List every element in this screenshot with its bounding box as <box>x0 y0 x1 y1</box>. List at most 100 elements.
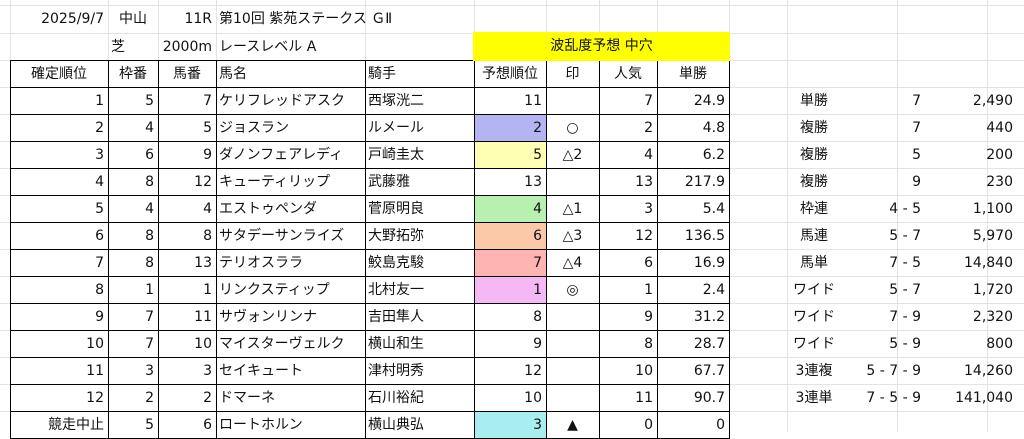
rank-cell[interactable]: 12 <box>86 390 104 406</box>
predicted-rank-cell[interactable]: 7 <box>474 250 546 276</box>
race-venue[interactable]: 中山 <box>119 11 147 27</box>
horse-number-cell[interactable]: 12 <box>194 174 212 190</box>
jockey-cell[interactable]: 武藤雅 <box>368 174 410 190</box>
race-distance[interactable]: 2000m <box>162 39 212 55</box>
popularity-cell[interactable]: 7 <box>644 93 653 109</box>
horse-number-cell[interactable]: 3 <box>203 363 212 379</box>
popularity-cell[interactable]: 3 <box>644 201 653 217</box>
horse-name-cell[interactable]: キューティリップ <box>219 174 331 190</box>
rank-cell[interactable]: 2 <box>95 120 104 136</box>
frame-number-cell[interactable]: 1 <box>145 282 154 298</box>
rank-cell[interactable]: 競走中止 <box>48 417 104 433</box>
win-odds-cell[interactable]: 6.2 <box>702 147 725 163</box>
jockey-cell[interactable]: ルメール <box>368 120 424 136</box>
header-frame-number[interactable]: 枠番 <box>119 66 147 82</box>
predicted-rank-cell[interactable]: 11 <box>524 93 542 109</box>
horse-name-cell[interactable]: セイキュート <box>219 363 303 379</box>
popularity-cell[interactable]: 13 <box>635 174 653 190</box>
header-jockey[interactable]: 騎手 <box>368 66 396 82</box>
payout-combination[interactable]: 5 - 9 <box>889 336 921 352</box>
predicted-rank-cell[interactable]: 10 <box>524 390 542 406</box>
race-surface[interactable]: 芝 <box>111 39 125 55</box>
predicted-rank-cell[interactable]: 5 <box>474 142 546 168</box>
popularity-cell[interactable]: 9 <box>644 309 653 325</box>
frame-number-cell[interactable]: 3 <box>145 363 154 379</box>
jockey-cell[interactable]: 大野拓弥 <box>368 228 424 244</box>
win-odds-cell[interactable]: 16.9 <box>693 255 725 271</box>
rank-cell[interactable]: 1 <box>95 93 104 109</box>
payout-type[interactable]: 馬単 <box>800 255 828 271</box>
payout-amount[interactable]: 2,490 <box>972 93 1013 109</box>
payout-combination[interactable]: 5 - 7 <box>889 282 921 298</box>
mark-cell[interactable] <box>546 304 599 330</box>
horse-name-cell[interactable]: ダノンフェアレディ <box>219 147 344 163</box>
payout-combination[interactable]: 7 - 9 <box>889 309 921 325</box>
jockey-cell[interactable]: 戸崎圭太 <box>368 147 424 163</box>
mark-cell[interactable]: ▲ <box>567 417 578 433</box>
popularity-cell[interactable]: 12 <box>635 228 653 244</box>
payout-type[interactable]: 馬連 <box>800 228 828 244</box>
frame-number-cell[interactable]: 6 <box>145 147 154 163</box>
popularity-cell[interactable]: 6 <box>644 255 653 271</box>
mark-cell[interactable]: ◎ <box>566 282 579 298</box>
payout-amount[interactable]: 2,320 <box>972 309 1013 325</box>
horse-number-cell[interactable]: 13 <box>194 255 212 271</box>
mark-cell[interactable] <box>546 169 599 195</box>
payout-amount[interactable]: 800 <box>986 336 1013 352</box>
jockey-cell[interactable]: 津村明秀 <box>368 363 424 379</box>
horse-number-cell[interactable]: 7 <box>203 93 212 109</box>
horse-number-cell[interactable]: 5 <box>203 120 212 136</box>
horse-number-cell[interactable]: 8 <box>203 228 212 244</box>
payout-combination[interactable]: 5 <box>912 147 921 163</box>
frame-number-cell[interactable]: 8 <box>145 255 154 271</box>
predicted-rank-cell[interactable]: 4 <box>474 196 546 222</box>
predicted-rank-cell[interactable]: 12 <box>524 363 542 379</box>
horse-name-cell[interactable]: ドマーネ <box>219 390 275 406</box>
race-level[interactable]: レースレベル A <box>219 39 317 55</box>
jockey-cell[interactable]: 横山和生 <box>368 336 424 352</box>
payout-type[interactable]: ワイド <box>793 336 835 352</box>
horse-number-cell[interactable]: 4 <box>203 201 212 217</box>
payout-type[interactable]: 3連複 <box>795 363 833 379</box>
forecast-cell[interactable]: 波乱度予想 中穴 <box>474 33 729 60</box>
rank-cell[interactable]: 11 <box>86 363 104 379</box>
win-odds-cell[interactable]: 217.9 <box>684 174 725 190</box>
rank-cell[interactable]: 9 <box>95 309 104 325</box>
mark-cell[interactable]: △3 <box>562 228 583 244</box>
payout-type[interactable]: 枠連 <box>800 201 828 217</box>
payout-combination[interactable]: 7 <box>912 93 921 109</box>
predicted-rank-cell[interactable]: 9 <box>533 336 542 352</box>
win-odds-cell[interactable]: 24.9 <box>693 93 725 109</box>
horse-name-cell[interactable]: エストゥペンダ <box>219 201 317 217</box>
win-odds-cell[interactable]: 0 <box>716 417 725 433</box>
mark-cell[interactable]: △4 <box>562 255 583 271</box>
predicted-rank-cell[interactable]: 6 <box>474 223 546 249</box>
win-odds-cell[interactable]: 28.7 <box>693 336 725 352</box>
mark-cell[interactable]: ○ <box>566 120 579 136</box>
jockey-cell[interactable]: 西塚洸二 <box>368 93 424 109</box>
header-rank[interactable]: 確定順位 <box>31 66 87 82</box>
predicted-rank-cell[interactable]: 1 <box>474 277 546 303</box>
payout-amount[interactable]: 1,720 <box>972 282 1013 298</box>
frame-number-cell[interactable]: 5 <box>145 93 154 109</box>
payout-amount[interactable]: 440 <box>986 120 1013 136</box>
payout-combination[interactable]: 7 <box>912 120 921 136</box>
horse-number-cell[interactable]: 9 <box>203 147 212 163</box>
payout-combination[interactable]: 7 - 5 <box>889 255 921 271</box>
mark-cell[interactable]: △2 <box>562 147 583 163</box>
payout-amount[interactable]: 14,840 <box>964 255 1013 271</box>
horse-name-cell[interactable]: ロートホルン <box>219 417 303 433</box>
horse-name-cell[interactable]: サタデーサンライズ <box>219 228 345 244</box>
mark-cell[interactable] <box>546 385 599 411</box>
frame-number-cell[interactable]: 4 <box>145 120 154 136</box>
horse-number-cell[interactable]: 1 <box>203 282 212 298</box>
predicted-rank-cell[interactable]: 8 <box>533 309 542 325</box>
frame-number-cell[interactable]: 4 <box>145 201 154 217</box>
payout-type[interactable]: ワイド <box>793 309 835 325</box>
mark-cell[interactable] <box>546 88 599 114</box>
rank-cell[interactable]: 7 <box>95 255 104 271</box>
rank-cell[interactable]: 3 <box>95 147 104 163</box>
jockey-cell[interactable]: 北村友一 <box>368 282 424 298</box>
jockey-cell[interactable]: 石川裕紀 <box>368 390 424 406</box>
frame-number-cell[interactable]: 8 <box>145 174 154 190</box>
